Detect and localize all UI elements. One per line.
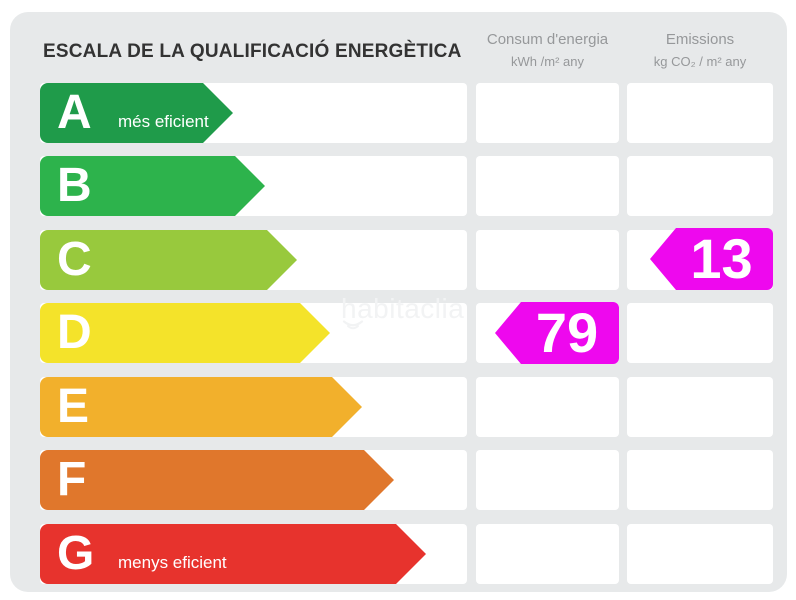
rating-row-g: G menys eficient bbox=[10, 524, 796, 584]
consumption-cell bbox=[476, 377, 619, 437]
rating-row-f: F bbox=[10, 450, 796, 510]
emissions-cell bbox=[627, 450, 773, 510]
chart-title: ESCALA DE LA QUALIFICACIÓ ENERGÈTICA bbox=[43, 41, 462, 62]
watermark-text: habitaclia bbox=[341, 293, 465, 324]
rating-bar-e: E bbox=[40, 377, 362, 437]
grade-letter: G bbox=[57, 527, 95, 580]
consumption-value-indicator: 79 bbox=[495, 302, 619, 364]
rating-bar-g: G menys eficient bbox=[40, 524, 426, 584]
grade-letter: C bbox=[57, 233, 92, 286]
emissions-cell bbox=[627, 83, 773, 143]
efficiency-note: menys eficient bbox=[118, 553, 227, 572]
emissions-value-indicator: 13 bbox=[650, 228, 773, 290]
emissions-column-title: Emissions bbox=[665, 31, 735, 48]
rating-bar-a: A més eficient bbox=[40, 83, 233, 143]
rating-bar-d: D bbox=[40, 303, 330, 363]
emissions-cell bbox=[627, 377, 773, 437]
consumption-cell bbox=[476, 156, 619, 216]
emissions-column-unit: kg CO₂ / m² any bbox=[653, 54, 747, 69]
grade-letter: F bbox=[57, 453, 87, 506]
emissions-column-header: Emissions kg CO₂ / m² any bbox=[627, 30, 773, 70]
grade-letter: A bbox=[57, 86, 92, 139]
grade-letter: B bbox=[57, 159, 92, 212]
consumption-column-header: Consum d'energia kWh /m² any bbox=[476, 30, 619, 70]
grade-letter: D bbox=[57, 306, 92, 359]
emissions-cell bbox=[627, 156, 773, 216]
grade-letter: E bbox=[57, 380, 90, 433]
rating-bar-f: F bbox=[40, 450, 394, 510]
consumption-cell bbox=[476, 83, 619, 143]
efficiency-note: més eficient bbox=[118, 112, 209, 131]
consumption-column-title: Consum d'energia bbox=[486, 31, 609, 48]
rating-row-a: A més eficient bbox=[10, 83, 796, 143]
watermark-logo-arcs-icon bbox=[342, 320, 364, 330]
chart-card: ESCALA DE LA QUALIFICACIÓ ENERGÈTICA Con… bbox=[10, 12, 787, 592]
consumption-cell bbox=[476, 450, 619, 510]
emissions-cell bbox=[627, 524, 773, 584]
emissions-cell bbox=[627, 303, 773, 363]
consumption-cell bbox=[476, 230, 619, 290]
rating-bar-b: B bbox=[40, 156, 265, 216]
habitaclia-watermark: habitaclia bbox=[341, 293, 465, 330]
consumption-cell bbox=[476, 524, 619, 584]
rating-row-b: B bbox=[10, 156, 796, 216]
rating-bar-c: C bbox=[40, 230, 297, 290]
rating-row-e: E bbox=[10, 377, 796, 437]
consumption-column-unit: kWh /m² any bbox=[511, 54, 584, 69]
